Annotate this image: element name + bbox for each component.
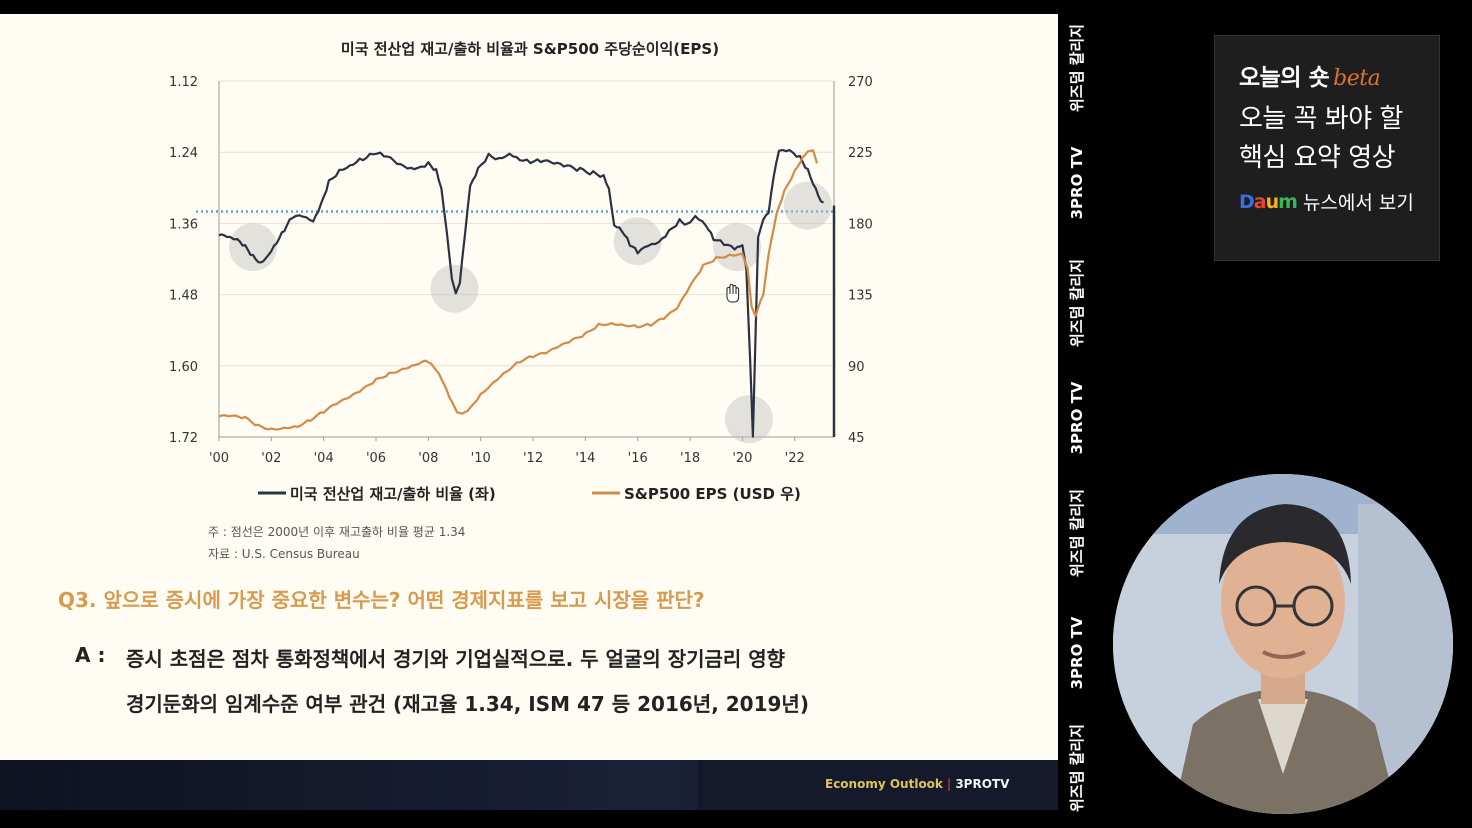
x-tick-label: '14 — [575, 451, 595, 466]
x-tick-label: '02 — [261, 451, 281, 466]
y-right-tick-label: 180 — [848, 217, 873, 232]
y-right-tick-label: 45 — [848, 431, 865, 446]
promo-card[interactable]: 오늘의 숏 beta 오늘 꼭 봐야 할 핵심 요약 영상 Daum 뉴스에서 보… — [1214, 35, 1440, 261]
promo-title: 오늘의 숏 beta — [1239, 58, 1439, 92]
side-watermark-text: 3PRO TV — [1068, 616, 1086, 689]
promo-beta: beta — [1333, 66, 1381, 91]
x-tick-label: '18 — [680, 451, 700, 466]
side-watermark-text: 위즈덤 칼리지 — [1068, 259, 1086, 347]
footer-show-name: Economy Outlook — [825, 777, 943, 791]
chart-title: 미국 전산업 재고/출하 비율과 S&P500 주당순이익(EPS) — [341, 40, 719, 58]
side-watermark-text: 위즈덤 칼리지 — [1068, 489, 1086, 577]
x-tick-label: '08 — [418, 451, 438, 466]
promo-line-2: 핵심 요약 영상 — [1239, 143, 1396, 173]
y-left-tick-label: 1.24 — [169, 146, 198, 161]
x-tick-label: '06 — [366, 451, 386, 466]
x-tick-label: '10 — [471, 451, 491, 466]
x-tick-label: '12 — [523, 451, 543, 466]
side-watermark-text: 3PRO TV — [1068, 146, 1086, 219]
answer-line-2: 경기둔화의 임계수준 여부 관건 (재고율 1.34, ISM 47 등 201… — [126, 692, 809, 716]
y-right-tick-label: 225 — [848, 146, 873, 161]
x-tick-label: '22 — [785, 451, 805, 466]
chart-note: 주 : 점선은 2000년 이후 재고출하 비율 평균 1.34 — [208, 525, 466, 539]
chart-highlights — [229, 181, 832, 444]
series-line-inventory-ratio — [218, 148, 824, 438]
presenter-webcam — [1113, 474, 1453, 814]
x-tick-label: '16 — [628, 451, 648, 466]
x-tick-label: '20 — [732, 451, 752, 466]
side-watermark: 위즈덤 칼리지 3PRO TV 위즈덤 칼리지 3PRO TV 위즈덤 칼리지 3PRO … — [1068, 24, 1086, 812]
question-text: Q3. 앞으로 증시에 가장 중요한 변수는? 어떤 경제지표를 보고 시장을 … — [58, 588, 705, 612]
side-watermark-text: 3PRO TV — [1068, 381, 1086, 454]
side-watermark-strip: 위즈덤 칼리지 3PRO TV 위즈덤 칼리지 3PRO TV 위즈덤 칼리지 3PRO … — [1060, 0, 1092, 828]
footer-brand: 3PROTV — [955, 777, 1010, 791]
chart-series — [218, 148, 836, 438]
promo-daum-text: 뉴스에서 보기 — [1302, 192, 1414, 214]
y-right-tick-label: 135 — [848, 289, 873, 304]
presentation-slide — [0, 14, 1058, 760]
y-left-tick-label: 1.48 — [169, 289, 198, 304]
y-left-tick-label: 1.72 — [169, 431, 198, 446]
legend-label-right: S&P500 EPS (USD 우) — [624, 485, 801, 503]
hand-cursor-icon — [726, 283, 740, 303]
x-tick-label: '04 — [314, 451, 334, 466]
footer-label: Economy Outlook | 3PROTV — [825, 777, 1009, 791]
daum-logo: Daum — [1239, 190, 1298, 213]
presenter-figure — [1113, 474, 1453, 814]
series-line-eps — [218, 149, 819, 431]
promo-daum-link[interactable]: Daum 뉴스에서 보기 — [1239, 188, 1439, 215]
chart-axes: 1.12 1.24 1.36 1.48 1.60 1.72 270 225 180 135 90 45… — [169, 75, 873, 466]
answer-line-1: 증시 초점은 점차 통화정책에서 경기와 기업실적으로. 두 얼굴의 장기금리 … — [126, 647, 786, 671]
highlight-circle — [724, 395, 773, 444]
y-left-tick-label: 1.12 — [169, 75, 198, 90]
promo-line-1: 오늘 꼭 봐야 할 — [1239, 104, 1403, 134]
chart-legend: 미국 전산업 재고/출하 비율 (좌) S&P500 EPS (USD 우) — [258, 485, 801, 503]
y-left-tick-label: 1.60 — [169, 360, 198, 375]
side-watermark-text: 위즈덤 칼리지 — [1068, 24, 1086, 112]
answer-prefix: A : — [75, 643, 106, 667]
y-right-tick-label: 90 — [848, 360, 865, 375]
promo-title-text: 오늘의 숏 — [1239, 65, 1330, 91]
highlight-circle — [229, 223, 278, 272]
footer-separator: | — [946, 777, 952, 791]
side-watermark-text: 위즈덤 칼리지 — [1068, 724, 1086, 812]
y-right-tick-label: 270 — [848, 75, 873, 90]
footer-panel — [698, 760, 1054, 810]
x-tick-label: '00 — [209, 451, 229, 466]
y-left-tick-label: 1.36 — [169, 217, 198, 232]
chart-source: 자료 : U.S. Census Bureau — [208, 547, 360, 561]
chart: 미국 전산업 재고/출하 비율과 S&P500 주당순이익(EPS) 1.121… — [169, 40, 873, 503]
legend-label-left: 미국 전산업 재고/출하 비율 (좌) — [290, 485, 496, 503]
highlight-circle — [613, 217, 662, 266]
highlight-circle — [783, 181, 832, 230]
